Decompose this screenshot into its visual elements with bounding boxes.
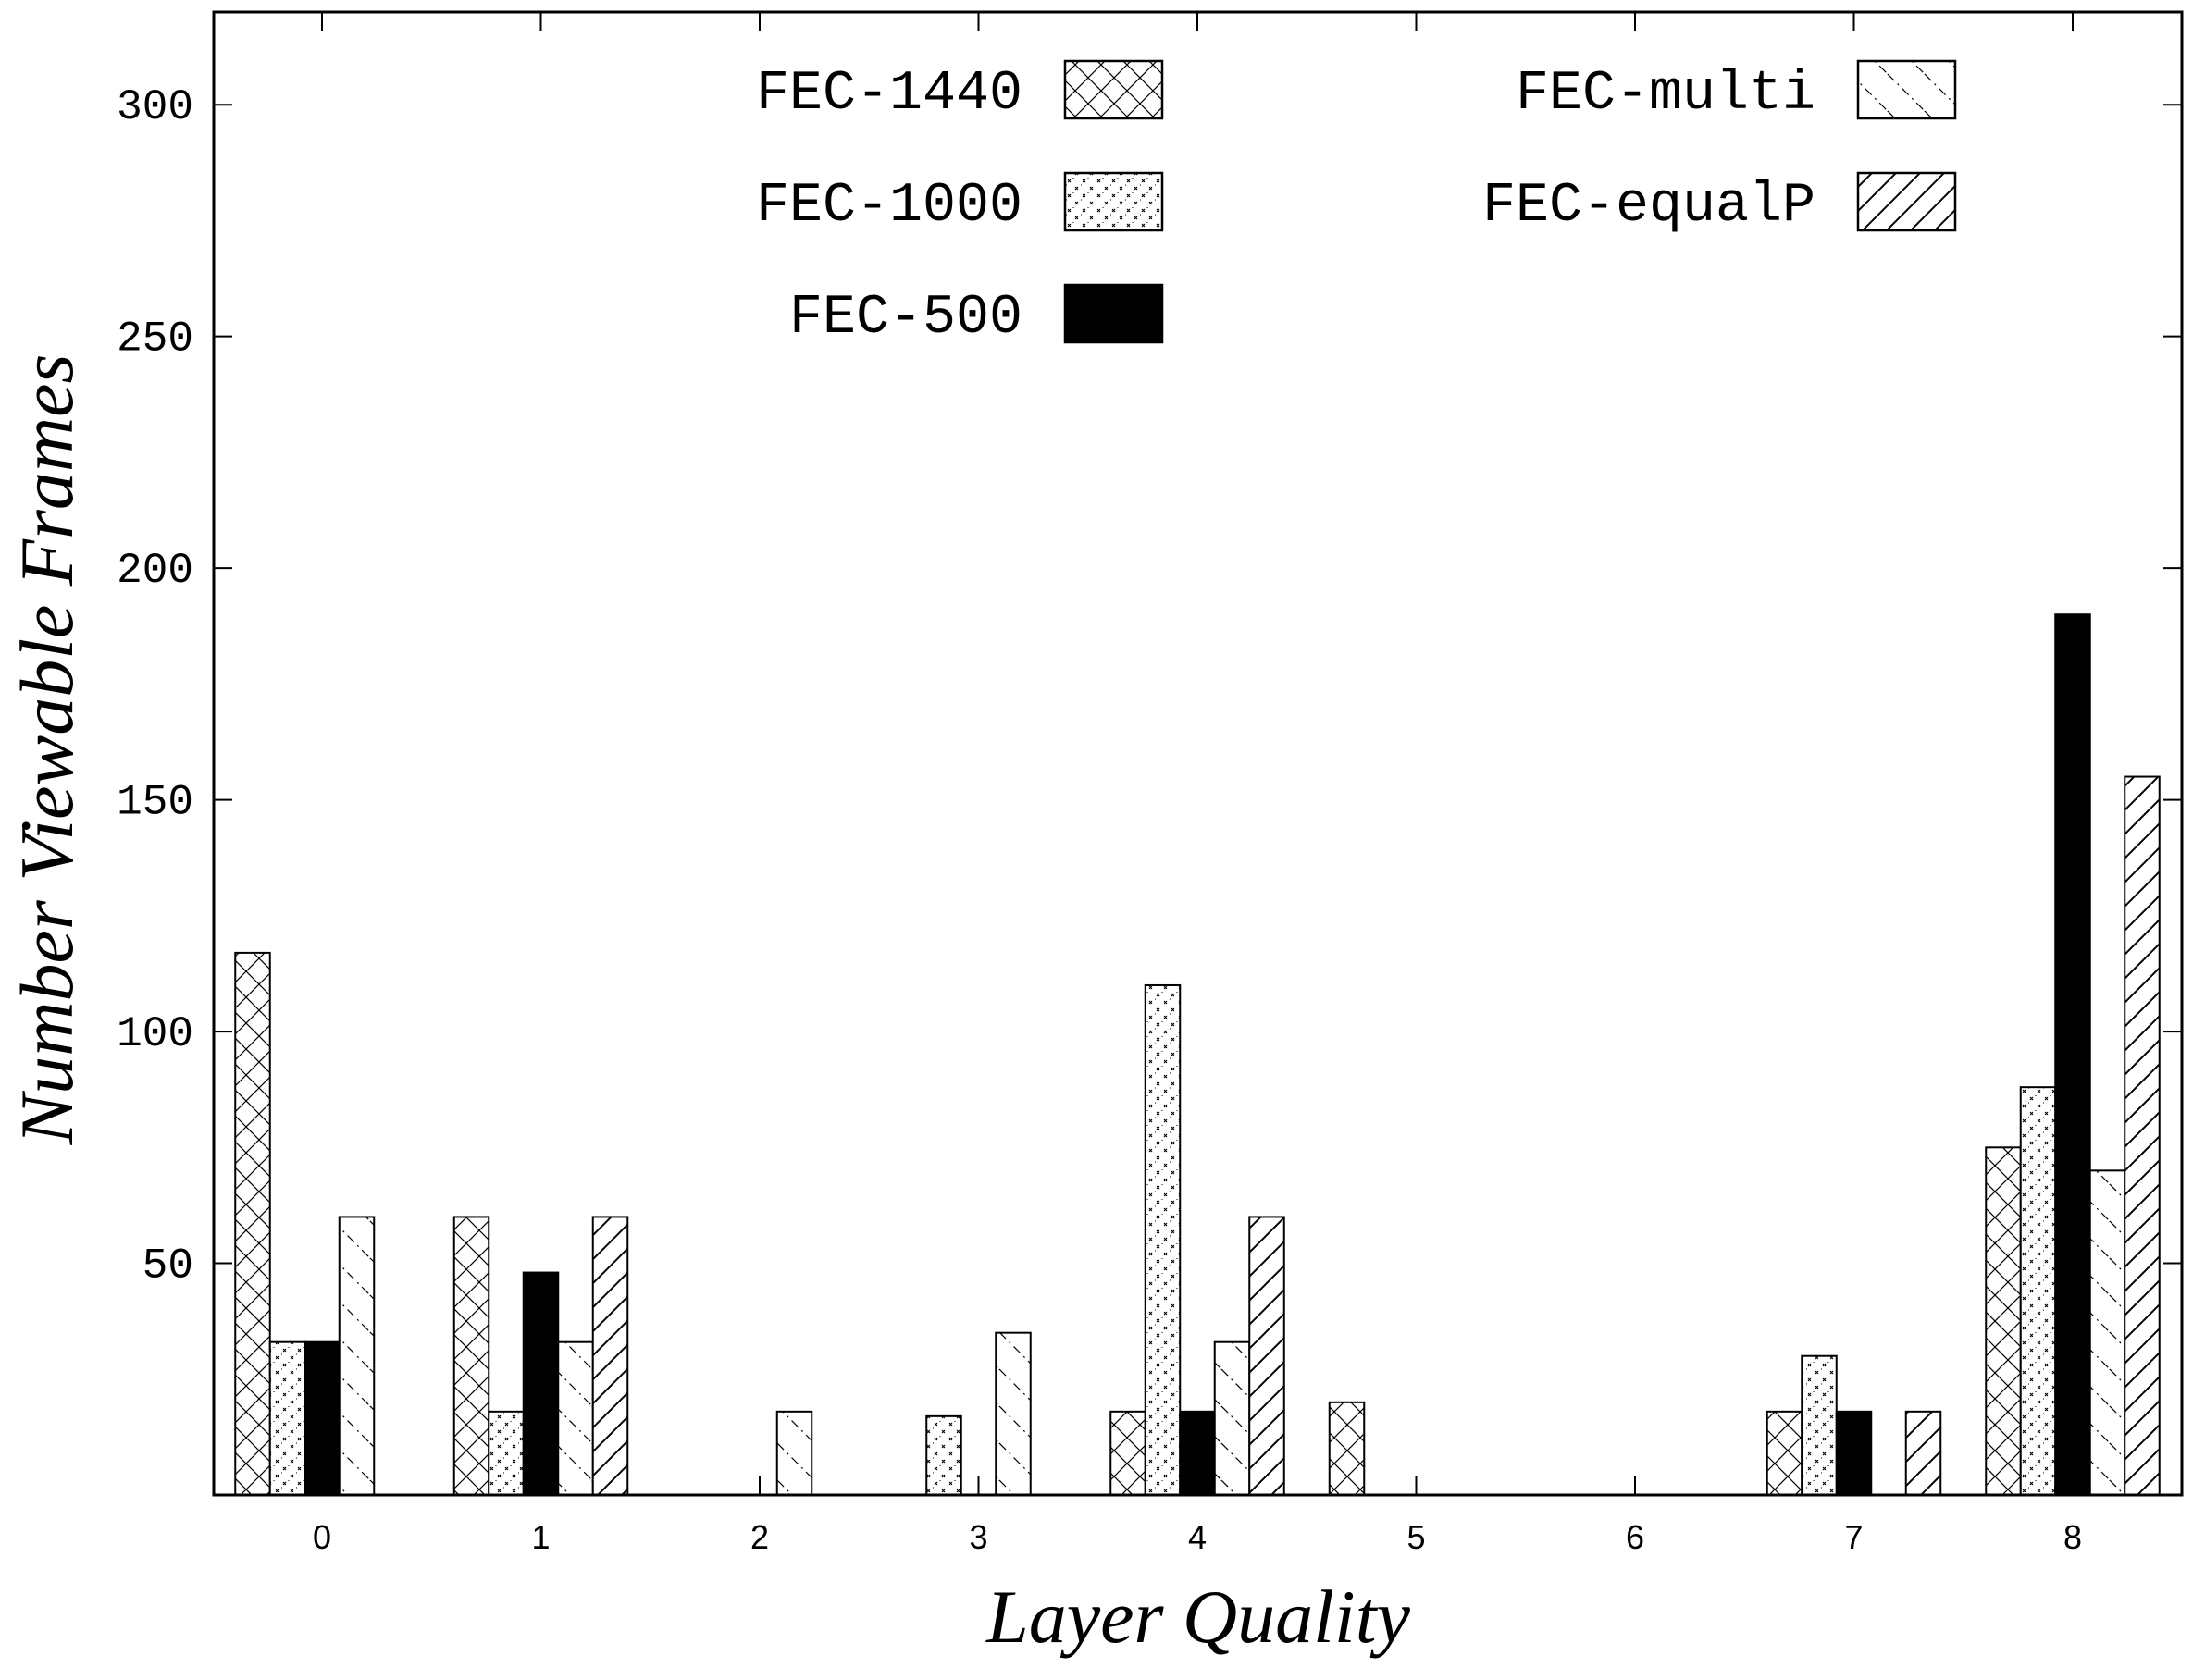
axis-ticks: 50 100 150 200 250 300 0 1 2 3 4 5 6 7 8 xyxy=(117,12,2182,1556)
plot-frame xyxy=(212,10,2184,1497)
y-tick-label: 300 xyxy=(117,83,193,131)
bar-fec-1000-cat-7 xyxy=(1801,1354,1838,1496)
bar-fec-equalp-cat-4 xyxy=(1248,1216,1285,1496)
x-axis-title: Layer Quality xyxy=(985,1575,1410,1659)
x-tick-label: 2 xyxy=(750,1518,769,1556)
x-tick-label: 8 xyxy=(2063,1518,2082,1556)
bar-fec-equalp-cat-1 xyxy=(591,1216,629,1496)
legend-swatch-fec-equalp xyxy=(1856,171,1957,232)
legend: FEC-1440 FEC-1000 FEC-500 FEC-multi FEC-equa… xyxy=(756,59,1957,350)
bars-group xyxy=(234,613,2161,1497)
bar-fec-1440-cat-4 xyxy=(1109,1410,1146,1497)
bar-fec-multi-cat-2 xyxy=(775,1410,813,1497)
y-tick-label: 200 xyxy=(117,547,193,595)
bar-fec-multi-cat-0 xyxy=(338,1216,376,1496)
bar-fec-multi-cat-3 xyxy=(995,1331,1032,1496)
x-tick-label: 5 xyxy=(1406,1518,1425,1556)
y-axis-title: Number Viewable Frames xyxy=(5,354,89,1146)
legend-swatch-fec-1440 xyxy=(1063,59,1164,120)
bar-fec-equalp-cat-7 xyxy=(1904,1410,1942,1497)
y-tick-label: 50 xyxy=(142,1242,193,1291)
bar-fec-1000-cat-4 xyxy=(1144,983,1182,1496)
legend-label-fec-500: FEC-500 xyxy=(789,287,1022,350)
bar-fec-equalp-cat-8 xyxy=(2124,775,2161,1496)
y-tick-label: 150 xyxy=(117,779,193,827)
legend-label-fec-equalp: FEC-equalP xyxy=(1482,175,1815,238)
x-tick-label: 7 xyxy=(1844,1518,1863,1556)
legend-swatch-fec-1000 xyxy=(1063,171,1164,232)
legend-label-fec-multi: FEC-multi xyxy=(1516,63,1815,126)
bar-fec-1000-cat-1 xyxy=(488,1410,525,1497)
bar-fec-1000-cat-8 xyxy=(2019,1086,2057,1497)
legend-swatch-fec-500 xyxy=(1063,283,1164,344)
bar-fec-1440-cat-0 xyxy=(234,951,271,1496)
bar-fec-1440-cat-7 xyxy=(1766,1410,1803,1497)
x-tick-label: 1 xyxy=(531,1518,550,1556)
legend-swatch-fec-multi xyxy=(1856,59,1957,120)
bar-fec-1440-cat-1 xyxy=(452,1216,490,1496)
bar-fec-500-cat-8 xyxy=(2054,613,2091,1496)
bar-fec-1000-cat-3 xyxy=(925,1414,962,1496)
bar-fec-1440-cat-8 xyxy=(1985,1146,2022,1496)
legend-label-fec-1000: FEC-1000 xyxy=(756,175,1022,238)
x-tick-label: 4 xyxy=(1188,1518,1207,1556)
y-tick-label: 100 xyxy=(117,1010,193,1058)
bar-fec-500-cat-4 xyxy=(1179,1410,1216,1497)
x-tick-label: 3 xyxy=(969,1518,987,1556)
bar-fec-500-cat-1 xyxy=(522,1271,560,1497)
x-tick-label: 0 xyxy=(313,1518,331,1556)
x-tick-label: 6 xyxy=(1626,1518,1644,1556)
bar-fec-multi-cat-4 xyxy=(1213,1340,1251,1497)
bar-fec-500-cat-7 xyxy=(1835,1410,1873,1497)
bar-fec-500-cat-0 xyxy=(304,1340,341,1497)
bar-fec-1000-cat-0 xyxy=(268,1340,306,1497)
bar-fec-multi-cat-1 xyxy=(557,1340,594,1497)
y-tick-label: 250 xyxy=(117,315,193,364)
bar-fec-multi-cat-8 xyxy=(2088,1169,2126,1496)
legend-label-fec-1440: FEC-1440 xyxy=(756,63,1022,126)
bar-fec-1440-cat-5 xyxy=(1328,1401,1366,1496)
